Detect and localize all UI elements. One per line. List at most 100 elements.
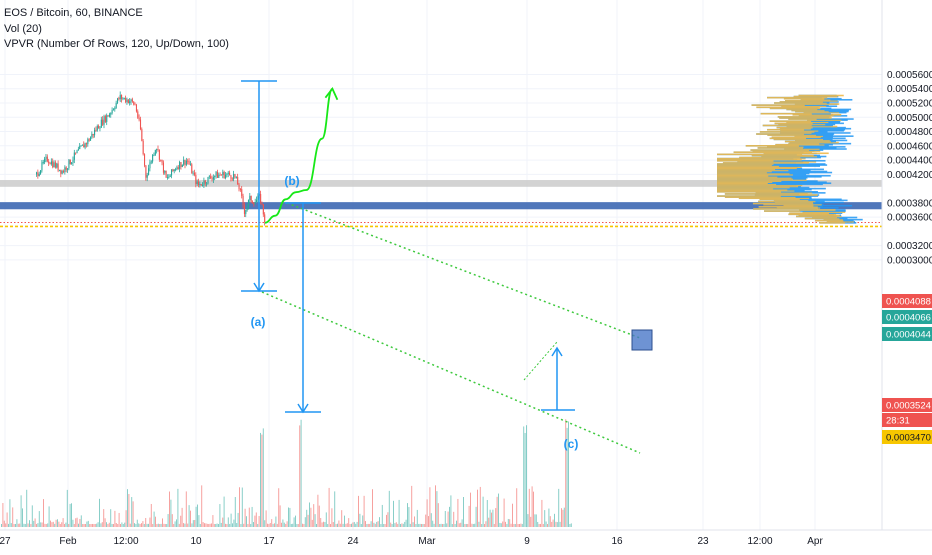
candle-body	[192, 172, 194, 174]
candle-body	[220, 174, 223, 176]
volume-bar	[150, 503, 152, 527]
candle-body	[166, 177, 169, 179]
vpvr-row-down	[784, 148, 820, 150]
candle-body	[114, 108, 116, 110]
candle-body	[171, 169, 173, 176]
candle-body	[50, 161, 52, 165]
candles-layer	[36, 91, 266, 226]
candle-body	[95, 129, 97, 131]
candle-body	[203, 180, 205, 186]
volume-bar	[306, 509, 308, 527]
volume-bar	[485, 521, 487, 527]
volume-bar	[78, 523, 79, 527]
volume-bar	[544, 510, 546, 527]
candle-body	[118, 98, 120, 100]
volume-bar	[346, 523, 348, 527]
vpvr-row-down	[753, 208, 818, 210]
candle-body	[207, 177, 209, 184]
volume-bar	[470, 492, 471, 527]
volume-bar	[316, 523, 317, 527]
volume-bar	[359, 513, 361, 527]
volume-bar	[100, 523, 102, 527]
indicator-vpvr-label[interactable]: VPVR (Number Of Rows, 120, Up/Down, 100)	[4, 38, 229, 50]
drawings-layer: (a) (b) (c)	[241, 80, 653, 454]
candle-body	[212, 176, 214, 180]
x-tick-label: Mar	[418, 536, 436, 547]
volume-bar	[527, 514, 529, 527]
candle-body	[196, 181, 198, 185]
volume-bar	[183, 523, 184, 527]
volume-bar	[398, 499, 400, 527]
volume-bar	[283, 522, 285, 527]
volume-bar	[93, 523, 95, 527]
vpvr-row-down	[788, 213, 837, 216]
volume-bar	[197, 504, 198, 527]
volume-bar	[255, 512, 257, 527]
volume-bar	[225, 523, 226, 527]
volume-bar	[64, 523, 65, 527]
vpvr-row-up	[823, 218, 863, 221]
volume-bar	[83, 523, 85, 527]
volume-bar	[176, 519, 177, 527]
measure-a-head	[253, 282, 265, 293]
candle-body	[73, 152, 75, 160]
vpvr-row-down	[776, 126, 813, 129]
volume-bar	[118, 512, 120, 527]
volume-bar	[412, 522, 414, 527]
volume-bar	[268, 523, 270, 527]
indicator-vol-label[interactable]: Vol (20)	[4, 23, 42, 35]
volume-bar	[211, 523, 212, 527]
volume-bar	[495, 508, 497, 527]
volume-bar	[26, 489, 28, 527]
volume-bar	[292, 523, 294, 527]
volume-bar	[337, 523, 338, 527]
volume-bar	[167, 514, 169, 527]
vpvr-row-down	[783, 97, 825, 100]
volume-bar	[260, 432, 261, 527]
volume-bar	[279, 505, 281, 527]
candle-body	[230, 175, 232, 179]
vpvr-row-up	[788, 142, 852, 145]
vpvr-row-down	[789, 212, 829, 215]
candle-body	[58, 169, 61, 171]
vpvr-row-up	[717, 182, 832, 185]
volume-bar	[251, 506, 253, 527]
candle-body	[90, 137, 92, 141]
volume-bar	[253, 522, 254, 527]
candle-body	[154, 150, 156, 155]
candle-body	[91, 133, 93, 138]
volume-bar	[530, 516, 532, 527]
candle-body	[199, 184, 201, 185]
candle-body	[262, 204, 264, 215]
vpvr-row-down	[807, 119, 842, 121]
volume-bar	[479, 486, 481, 527]
volume-bar	[381, 504, 383, 527]
volume-bar	[59, 524, 61, 527]
volume-bar	[559, 521, 561, 527]
volume-bar	[87, 520, 89, 527]
candle-body	[134, 104, 136, 106]
price-tag	[882, 294, 932, 308]
vpvr-row-down	[717, 172, 790, 175]
volume-bar	[520, 523, 522, 527]
volume-bar	[117, 524, 119, 527]
volume-bar	[545, 521, 547, 527]
volume-bar	[517, 523, 519, 527]
volume-bar	[383, 524, 385, 527]
volume-bar	[323, 521, 324, 527]
volume-bar	[366, 523, 368, 527]
candle-body	[195, 174, 197, 185]
vpvr-row-down	[717, 167, 797, 170]
y-tick-label: 0.0005200	[887, 99, 932, 110]
volume-bar	[40, 522, 42, 527]
vpvr-row-down	[717, 181, 773, 183]
volume-bar	[372, 489, 373, 527]
vpvr-row-up	[764, 210, 846, 212]
vpvr-row-down	[788, 142, 820, 145]
volume-bar	[282, 519, 284, 527]
candle-body	[252, 201, 254, 204]
candle-body	[38, 173, 40, 177]
vpvr-row-down	[717, 153, 803, 156]
